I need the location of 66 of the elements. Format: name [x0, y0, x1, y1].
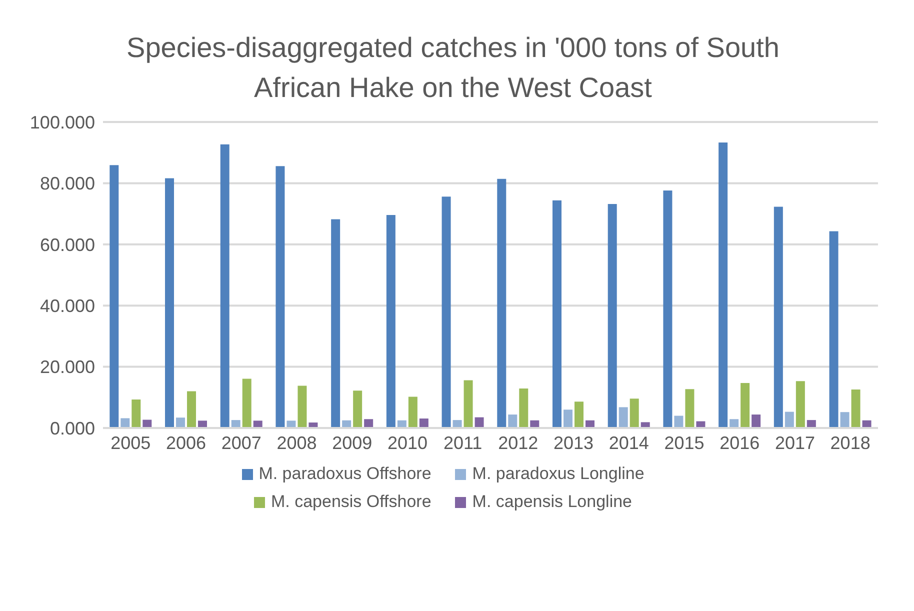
- bar: [674, 416, 684, 428]
- x-tick-label: 2008: [276, 432, 317, 453]
- bar: [740, 383, 750, 428]
- x-tick-label: 2010: [387, 432, 428, 453]
- legend-label: M. capensis Offshore: [270, 492, 432, 512]
- bar: [552, 200, 562, 428]
- bar: [574, 402, 584, 428]
- bar: [730, 419, 739, 428]
- bar: [408, 396, 418, 428]
- y-tick-label: 60.000: [40, 234, 95, 255]
- bar: [419, 418, 428, 428]
- bar: [497, 178, 506, 428]
- bar: [618, 407, 628, 428]
- bar: [829, 231, 838, 428]
- x-tick-label: 2011: [443, 432, 482, 453]
- chart-title: Species-disaggregated catches in '000 tons of South African Hake on the West Coast: [126, 31, 780, 105]
- x-tick-label: 2017: [774, 432, 815, 453]
- bar: [176, 418, 185, 428]
- x-tick-label: 2013: [554, 432, 594, 453]
- x-tick-label: 2007: [221, 432, 262, 453]
- bar: [165, 178, 174, 428]
- bar: [298, 386, 307, 428]
- legend-label: M. paradoxus Longline: [471, 464, 644, 484]
- bar: [276, 166, 285, 428]
- bar: [242, 378, 252, 428]
- bar: [774, 206, 783, 428]
- x-tick-label: 2015: [664, 432, 704, 453]
- bar: [331, 219, 340, 428]
- x-tick-label: 2014: [608, 432, 649, 453]
- bar: [718, 142, 728, 428]
- bar: [110, 165, 119, 428]
- legend-label: M. capensis Longline: [471, 492, 632, 512]
- x-tick-label: 2012: [498, 432, 538, 453]
- bar: [630, 398, 639, 428]
- y-tick-label: 80.000: [40, 174, 95, 194]
- x-tick-label: 2009: [332, 432, 372, 453]
- bar: [663, 190, 672, 428]
- bar: [784, 412, 794, 428]
- x-tick-label: 2006: [166, 432, 206, 453]
- bar: [120, 418, 130, 428]
- y-tick-label: 0.000: [50, 418, 95, 438]
- bar: [464, 380, 473, 428]
- bar: [386, 215, 396, 428]
- bar: [840, 412, 850, 428]
- bar: [796, 381, 805, 428]
- bar: [508, 414, 518, 428]
- x-tick-label: 2018: [830, 432, 870, 453]
- x-tick-label: 2005: [110, 432, 151, 453]
- bar: [752, 414, 761, 428]
- bar: [685, 389, 694, 428]
- bar: [220, 144, 230, 428]
- y-tick-label: 100.000: [30, 112, 95, 132]
- bar: [851, 389, 860, 428]
- y-tick-label: 40.000: [40, 296, 95, 316]
- bar: [364, 419, 374, 428]
- bar: [353, 390, 362, 428]
- y-tick-label: 20.000: [40, 357, 95, 378]
- bar: [608, 204, 617, 428]
- bar: [442, 196, 451, 428]
- bar: [132, 400, 141, 428]
- legend-label: M. paradoxus Offshore: [258, 464, 432, 484]
- x-tick-label: 2016: [720, 432, 760, 453]
- bar: [519, 388, 528, 428]
- bar: [187, 391, 196, 428]
- bar: [142, 420, 152, 428]
- bar: [564, 410, 572, 428]
